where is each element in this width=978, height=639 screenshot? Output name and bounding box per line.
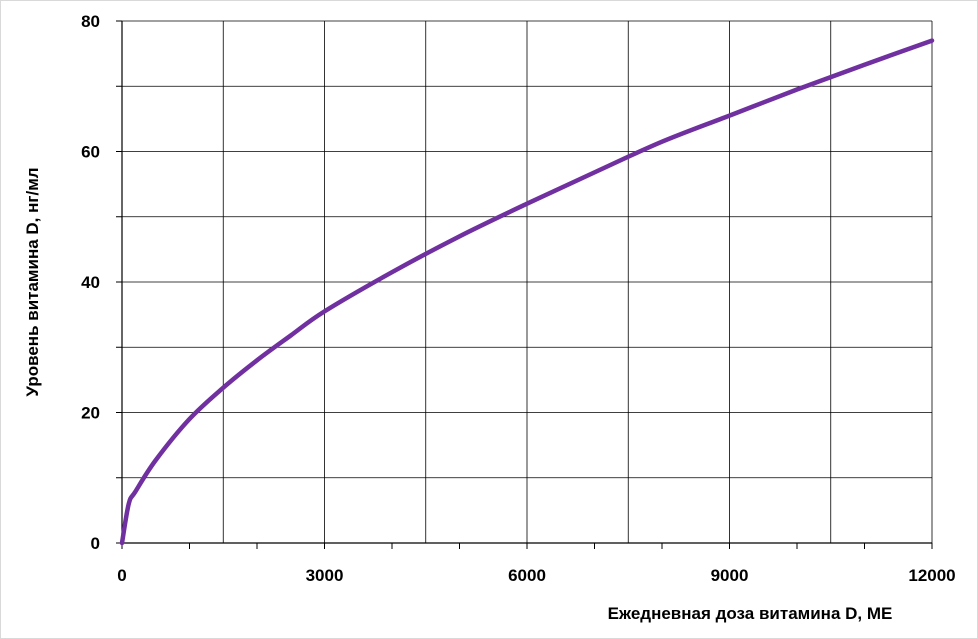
series-layer	[119, 38, 935, 546]
y-tick-label: 40	[81, 273, 100, 292]
tick-labels: 0 3000 6000 9000 12000 0 20 40 60 80	[81, 12, 956, 585]
axes	[121, 21, 932, 544]
major-grid	[121, 20, 933, 544]
x-tick-label: 0	[117, 566, 126, 585]
y-tick-label: 80	[81, 12, 100, 31]
x-tick-label: 6000	[508, 566, 546, 585]
x-tick-label: 9000	[711, 566, 749, 585]
x-tick-label: 3000	[306, 566, 344, 585]
series-line	[119, 38, 935, 546]
x-tick-label: 12000	[908, 566, 955, 585]
y-tick-label: 0	[91, 534, 100, 553]
x-axis-title: Ежедневная доза витамина D, МЕ	[608, 604, 893, 623]
y-tick-label: 20	[81, 404, 100, 423]
minor-grid	[116, 20, 933, 549]
y-axis-title: Уровень витамина D, нг/мл	[23, 167, 42, 396]
y-tick-label: 60	[81, 143, 100, 162]
